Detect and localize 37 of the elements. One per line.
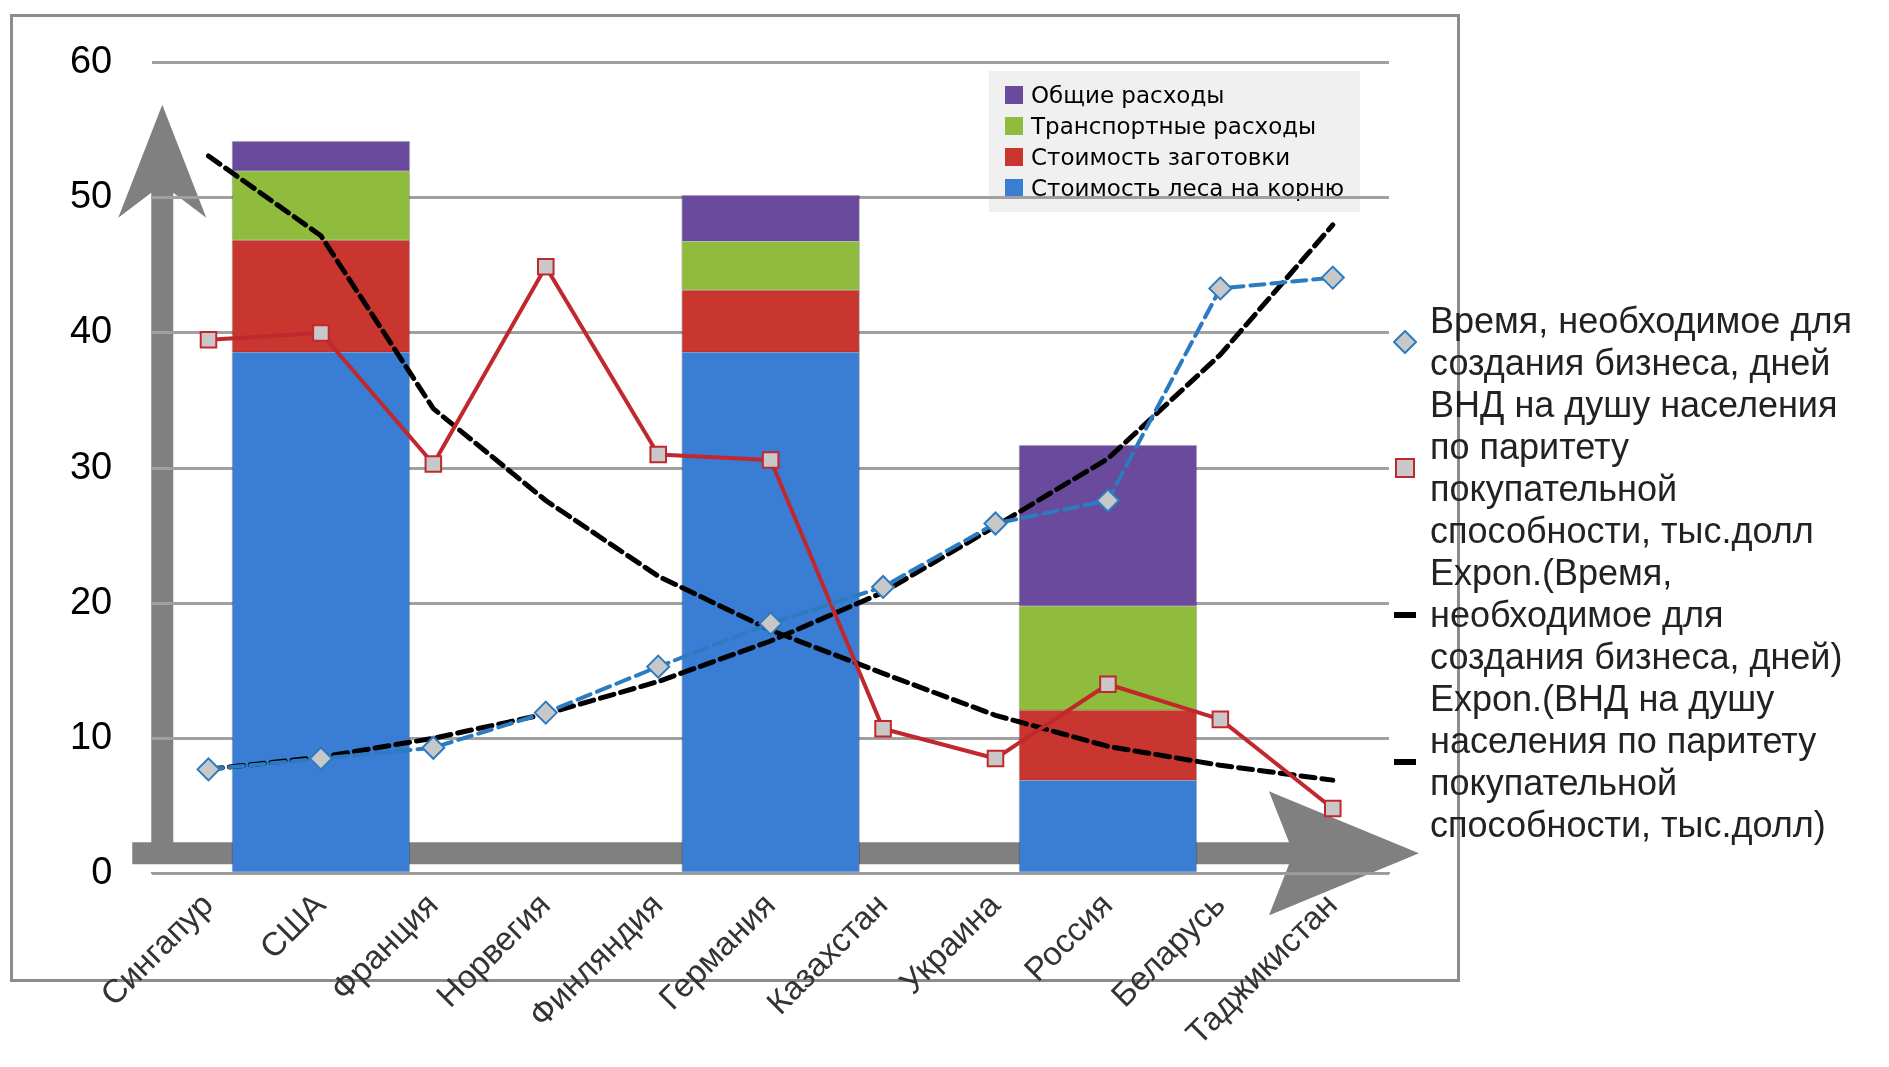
point bbox=[983, 511, 1008, 536]
point bbox=[537, 258, 555, 276]
legend-label: Стоимость заготовки bbox=[1031, 143, 1291, 170]
legend-label: Expon.(Время, необходимое для создания бизнеса, дней) bbox=[1430, 552, 1844, 678]
point bbox=[1211, 710, 1230, 729]
y-tick-label: 10 bbox=[69, 714, 113, 757]
point bbox=[1324, 799, 1342, 818]
y-tick-label: 0 bbox=[91, 849, 113, 892]
point bbox=[874, 720, 892, 738]
point bbox=[1208, 276, 1233, 301]
point bbox=[986, 749, 1005, 768]
point bbox=[533, 700, 558, 725]
point bbox=[1095, 488, 1120, 513]
point bbox=[1320, 265, 1345, 290]
point bbox=[1099, 675, 1117, 693]
point bbox=[871, 574, 896, 599]
legend-label: Стоимость леса на корню bbox=[1031, 174, 1345, 201]
legend-label: ВНД на душу населения по паритету покупательной способности, тыс.долл bbox=[1430, 384, 1839, 552]
point bbox=[421, 735, 446, 760]
point bbox=[424, 455, 443, 473]
point bbox=[312, 324, 330, 342]
y-tick-label: 50 bbox=[69, 174, 113, 217]
point bbox=[761, 451, 780, 469]
y-tick-label: 30 bbox=[69, 444, 113, 487]
legend-label: Транспортные расходы bbox=[1031, 112, 1317, 139]
point bbox=[196, 757, 221, 782]
point bbox=[308, 746, 333, 771]
point bbox=[199, 330, 218, 349]
y-tick-label: 20 bbox=[69, 579, 113, 622]
point bbox=[758, 611, 783, 636]
legend-label: Общие расходы bbox=[1031, 81, 1225, 108]
legend-label: Время, необходимое для создания бизнеса, дней bbox=[1430, 300, 1853, 384]
y-tick-label: 40 bbox=[69, 309, 113, 352]
point bbox=[649, 445, 667, 464]
legend-label: Expon.(ВНД на душу населения по паритету покупательной способности, тыс.долл) bbox=[1430, 678, 1827, 846]
y-tick-label: 60 bbox=[69, 39, 113, 82]
point bbox=[646, 654, 671, 679]
